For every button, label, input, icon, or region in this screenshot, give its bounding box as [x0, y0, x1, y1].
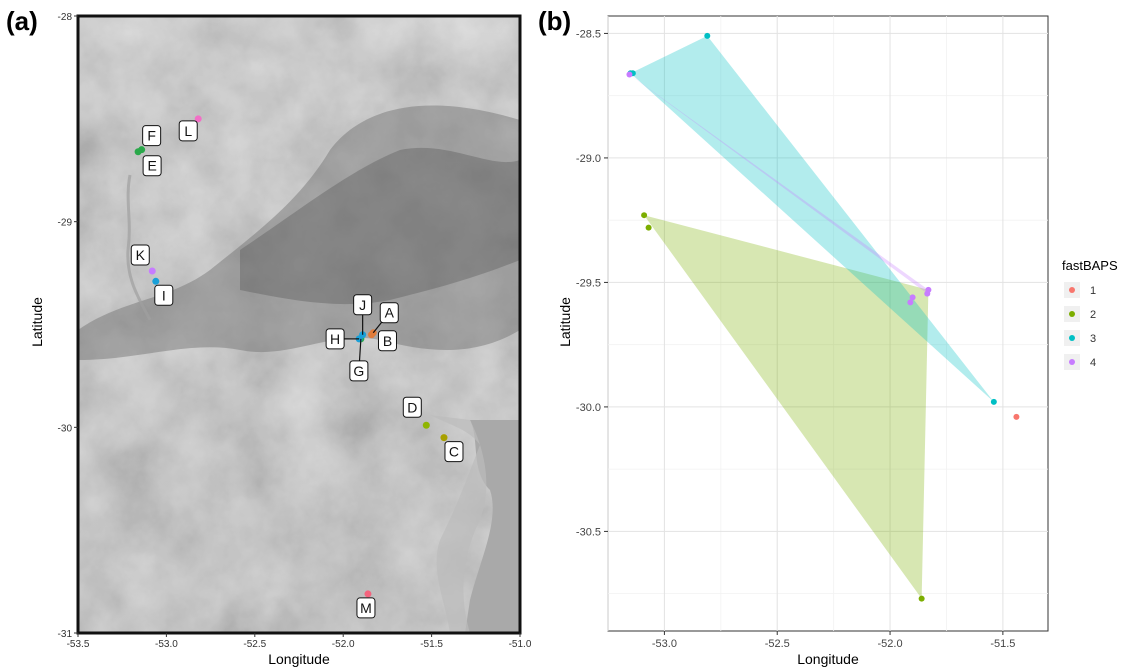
plot-y-tick-label: -29.0: [576, 153, 601, 165]
legend-label-1: 1: [1090, 285, 1096, 297]
panel-b-label: (b): [538, 6, 571, 36]
point-cluster-4: [909, 294, 916, 301]
hull-cluster-4: [629, 74, 929, 294]
plot-y-tick-label: -30.5: [576, 526, 601, 538]
site-label-box: [379, 302, 399, 324]
plot-grid: [607, 16, 1048, 631]
site-label-m: M: [360, 600, 372, 616]
plot-axes: -53.0 -52.5 -52.0 -51.5 -28.5 -29.0 -29.5 -30.0…: [576, 28, 1015, 650]
site-point-k: [148, 267, 156, 275]
site-label-box: [377, 330, 397, 352]
legend-label-3: 3: [1090, 333, 1096, 345]
legend: fastBAPS 1 2 3 4: [1062, 258, 1118, 370]
map-x-tick-label: -53.5: [67, 639, 90, 650]
point-cluster-4: [626, 71, 633, 78]
legend-swatch-1: [1069, 287, 1075, 293]
cluster-hulls: [629, 35, 994, 599]
plot-x-tick-label: -53.0: [652, 638, 677, 650]
site-point-d: [422, 421, 430, 429]
site-label-box: [154, 284, 174, 306]
legend-swatch-2: [1069, 311, 1075, 317]
site-label-box: [130, 244, 150, 266]
map-x-tick-label: -51.5: [420, 639, 443, 650]
point-cluster-2: [918, 595, 925, 602]
map-y-tick-label: -31: [58, 629, 73, 640]
plot-y-tick-label: -29.5: [576, 277, 601, 289]
site-label-f: F: [147, 128, 156, 144]
site-label-box: [402, 396, 422, 418]
point-cluster-4: [907, 299, 914, 306]
site-label-k: K: [136, 247, 146, 263]
point-cluster-3: [990, 398, 997, 405]
site-label-a: A: [385, 305, 395, 321]
map-y-tick-label: -29: [58, 218, 73, 229]
map-panel: -53.5 -53.0 -52.5 -52.0 -51.5 -51.0 -28 -29 -30 -…: [29, 12, 532, 667]
map-x-tick-label: -53.0: [155, 639, 178, 650]
plot-y-tick-label: -28.5: [576, 28, 601, 40]
panel-a-label: (a): [6, 6, 38, 36]
point-cluster-2: [641, 212, 648, 219]
cluster-points: [626, 32, 1020, 602]
site-label-box: [325, 328, 345, 350]
map-site-labels: AB C D EF GH I J K L M: [130, 120, 464, 619]
site-label-l: L: [184, 123, 192, 139]
map-x-tick-label: -52.5: [243, 639, 266, 650]
site-label-box: [349, 360, 369, 382]
map-frame: [76, 14, 522, 635]
site-label-d: D: [407, 399, 417, 415]
map-y-tick-label: -30: [58, 423, 73, 434]
site-label-g: G: [353, 363, 364, 379]
map-axes: -53.5 -53.0 -52.5 -52.0 -51.5 -51.0 -28 -29 -30 -…: [58, 12, 532, 650]
cluster-plot-panel: -53.0 -52.5 -52.0 -51.5 -28.5 -29.0 -29.5 -30.0…: [557, 15, 1118, 667]
map-x-axis-label: Longitude: [268, 651, 330, 667]
site-point-b: [367, 331, 375, 339]
point-cluster-2: [645, 224, 652, 231]
legend-swatch-3: [1069, 335, 1075, 341]
legend-swatch-4: [1069, 359, 1075, 365]
legend-label-4: 4: [1090, 357, 1096, 369]
map-x-tick-label: -51.0: [509, 639, 532, 650]
site-label-c: C: [449, 444, 459, 460]
site-label-box: [178, 120, 198, 142]
plot-x-tick-label: -51.5: [990, 638, 1015, 650]
site-label-e: E: [147, 158, 156, 174]
site-label-box: [142, 125, 162, 147]
point-cluster-3: [704, 32, 711, 39]
plot-y-tick-label: -30.0: [576, 402, 601, 414]
plot-frame: [607, 15, 1049, 632]
map-points: [134, 115, 448, 598]
site-label-i: I: [162, 287, 166, 303]
relief-map: [78, 16, 520, 633]
map-x-tick-label: -52.0: [332, 639, 355, 650]
hull-cluster-3: [630, 35, 994, 402]
plot-x-axis-label: Longitude: [797, 651, 859, 667]
site-point-l: [194, 115, 202, 123]
plot-x-tick-label: -52.5: [765, 638, 790, 650]
hull-cluster-2: [644, 215, 929, 599]
site-label-j: J: [359, 297, 366, 313]
legend-label-2: 2: [1090, 309, 1096, 321]
site-label-box: [353, 294, 373, 316]
site-point-i: [152, 277, 160, 285]
site-point-m: [364, 590, 372, 598]
site-label-box: [356, 597, 376, 619]
point-cluster-4: [924, 290, 931, 297]
site-label-h: H: [330, 331, 340, 347]
plot-y-axis-label: Latitude: [557, 297, 573, 347]
legend-title: fastBAPS: [1062, 258, 1118, 273]
plot-x-tick-label: -52.0: [878, 638, 903, 650]
site-label-b: B: [383, 333, 392, 349]
site-label-box: [444, 441, 464, 463]
site-point-c: [440, 434, 448, 442]
point-cluster-1: [1013, 413, 1020, 420]
site-point-f: [138, 146, 146, 154]
site-label-box: [142, 155, 162, 177]
map-y-tick-label: -28: [58, 12, 73, 23]
map-y-axis-label: Latitude: [29, 297, 45, 347]
